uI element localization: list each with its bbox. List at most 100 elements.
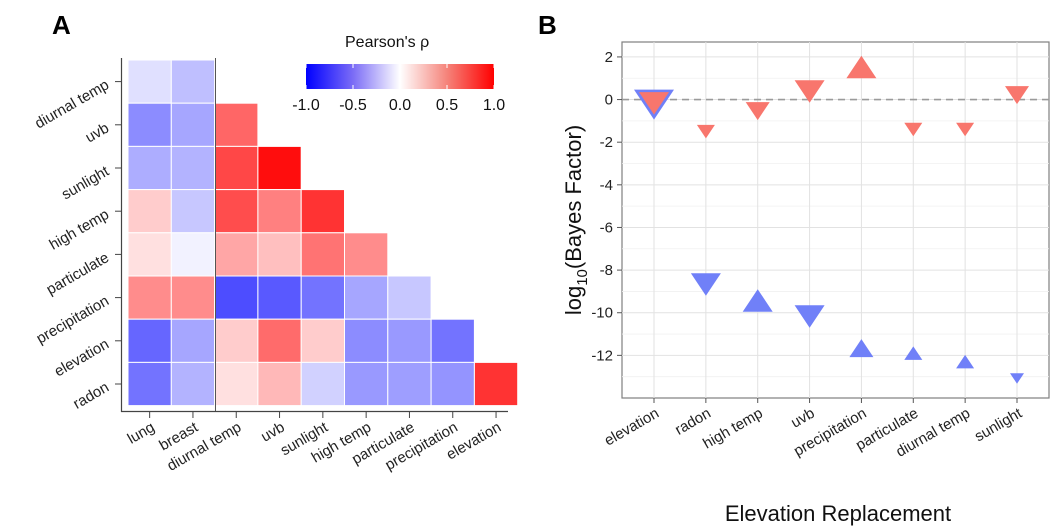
colorbar-tick-label: 0.0 <box>389 97 411 114</box>
y-axis-title: log10(Bayes Factor) <box>561 125 591 315</box>
heatmap-cell <box>257 361 302 407</box>
heatmap-cell <box>257 275 302 320</box>
plot-area <box>621 41 1050 399</box>
colorbar-tick-label: 0.5 <box>436 97 458 114</box>
y-tick-label: -10 <box>591 305 613 322</box>
colorbar-legend: Pearson's ρ -1.0 -0.5 0.0 0.5 1.0 <box>292 34 505 114</box>
heatmap-cell <box>430 361 475 407</box>
heatmap-cell <box>170 318 216 363</box>
heatmap-cell <box>214 102 259 147</box>
heatmap-cell <box>300 275 346 320</box>
legend-title: Pearson's ρ <box>345 34 429 51</box>
point-marker <box>956 122 975 137</box>
heatmap-cell <box>214 275 259 320</box>
panel-b-letter: B <box>538 10 557 40</box>
colorbar-tick-label: -1.0 <box>292 97 320 114</box>
heatmap-cell <box>257 145 302 191</box>
heatmap-row-label: particulate <box>44 249 112 298</box>
heatmap-cell <box>170 275 216 320</box>
heatmap-cell <box>214 361 259 407</box>
y-ticks: 2 0 -2 -4 -6 -8 -10 -12 <box>591 49 622 364</box>
heatmap-cell <box>387 275 432 320</box>
heatmap-cell <box>300 189 346 234</box>
heatmap-cell <box>344 275 389 320</box>
heatmap-cell <box>170 189 216 234</box>
point-marker <box>904 122 923 137</box>
point-marker <box>1010 373 1024 384</box>
point-marker <box>696 124 715 139</box>
heatmap-cell <box>430 318 475 363</box>
heatmap-cell <box>344 361 389 407</box>
heatmap-cell <box>344 232 389 277</box>
heatmap-row-label: elevation <box>51 336 112 381</box>
heatmap-row-label: high temp <box>46 206 112 254</box>
heatmap-cells <box>127 59 519 407</box>
y-tick-label: 0 <box>605 92 613 109</box>
heatmap-cell <box>127 102 172 147</box>
heatmap-cell <box>300 318 346 363</box>
heatmap-cell <box>214 145 259 191</box>
point-marker <box>742 289 773 312</box>
heatmap-cell <box>127 145 172 191</box>
heatmap-cell <box>170 145 216 191</box>
colorbar-tick-label: 1.0 <box>483 97 505 114</box>
y-tick-label: -2 <box>600 134 613 151</box>
data-points <box>634 55 1029 384</box>
point-marker <box>846 55 877 79</box>
point-marker <box>1005 86 1029 105</box>
heatmap-cell <box>127 189 172 234</box>
heatmap-row-label: uvb <box>83 120 112 147</box>
heatmap-cell <box>344 318 389 363</box>
x-axis-title: Elevation Replacement <box>725 501 951 526</box>
point-marker <box>794 305 825 328</box>
heatmap-cell <box>257 189 302 234</box>
heatmap-cell <box>170 361 216 407</box>
y-tick-label: -4 <box>600 177 613 194</box>
colorbar-tick-label: -0.5 <box>339 97 367 114</box>
point-marker <box>904 346 923 360</box>
heatmap-row-label: sunlight <box>59 162 113 203</box>
heatmap-cell <box>473 361 519 407</box>
y-tick-label: -12 <box>591 347 613 364</box>
y-tick-label: -8 <box>600 262 613 279</box>
heatmap-cell <box>127 361 172 407</box>
point-marker <box>849 339 874 358</box>
heatmap-col-label: lung <box>125 419 158 448</box>
x-tick-label: sunlight <box>972 404 1026 445</box>
heatmap-cell <box>127 275 172 320</box>
x-tick-label: uvb <box>788 405 817 432</box>
point-marker <box>794 80 825 103</box>
heatmap-cell <box>214 189 259 234</box>
heatmap-cell <box>300 232 346 277</box>
x-tick-label: high temp <box>700 405 766 453</box>
x-tick-label: elevation <box>601 405 662 450</box>
colorbar-ticks: -1.0 -0.5 0.0 0.5 1.0 <box>292 64 505 114</box>
y-tick-label: -6 <box>600 219 613 236</box>
point-marker <box>690 273 721 296</box>
point-marker <box>639 92 669 115</box>
heatmap-cell <box>214 232 259 277</box>
colorbar <box>306 64 494 89</box>
heatmap-cell <box>127 59 172 104</box>
heatmap-cell <box>257 232 302 277</box>
heatmap-cell <box>387 361 432 407</box>
heatmap-cell <box>170 102 216 147</box>
y-tick-label: 2 <box>605 49 613 66</box>
point-marker <box>956 354 975 369</box>
heatmap-cell <box>127 318 172 363</box>
point-marker <box>745 102 770 121</box>
heatmap-row-label: radon <box>70 379 112 413</box>
heatmap-cell <box>387 318 432 363</box>
heatmap-cell <box>170 59 216 104</box>
panel-a-letter: A <box>52 10 71 40</box>
heatmap-cell <box>214 318 259 363</box>
heatmap-cell <box>127 232 172 277</box>
heatmap-cell <box>257 318 302 363</box>
heatmap-cell <box>170 232 216 277</box>
